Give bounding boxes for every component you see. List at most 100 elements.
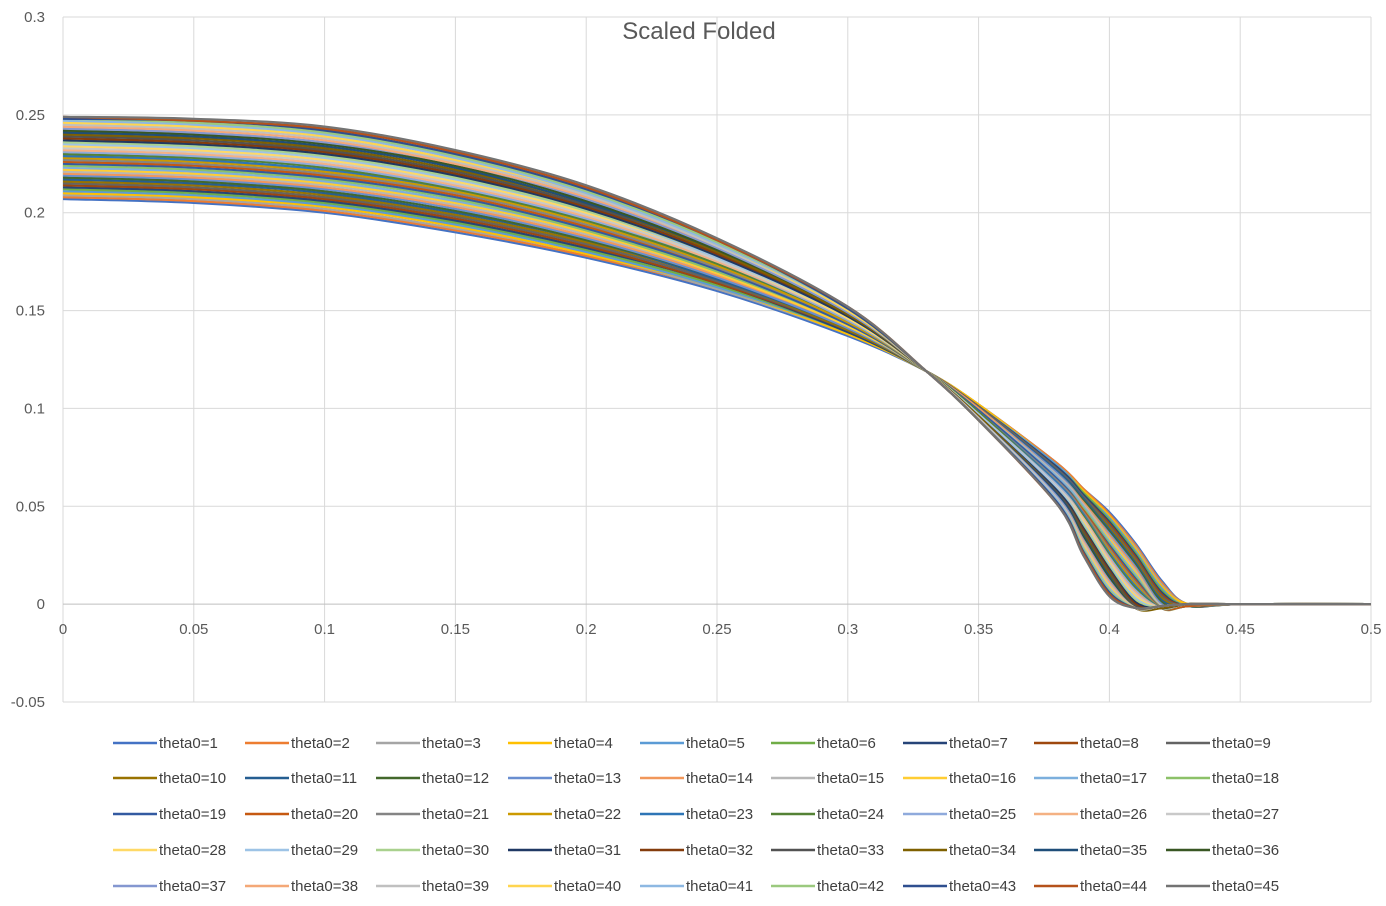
legend-entry: theta0=40 (508, 878, 621, 895)
legend-entry: theta0=31 (508, 842, 621, 859)
legend-entry: theta0=29 (245, 842, 358, 859)
y-tick-label: 0.05 (16, 498, 45, 515)
legend-label: theta0=14 (686, 770, 753, 787)
legend-label: theta0=3 (422, 735, 481, 752)
y-tick-label: 0.15 (16, 303, 45, 320)
legend-label: theta0=42 (817, 878, 884, 895)
legend-entry: theta0=36 (1166, 842, 1279, 859)
x-tick-label: 0.45 (1226, 621, 1255, 638)
legend-label: theta0=4 (554, 735, 613, 752)
legend-label: theta0=22 (554, 806, 621, 823)
legend: theta0=1 theta0=2 theta0=3 theta0=4 theta0=5… (113, 735, 1279, 895)
legend-label: theta0=23 (686, 806, 753, 823)
legend-entry: theta0=26 (1034, 806, 1147, 823)
legend-entry: theta0=44 (1034, 878, 1147, 895)
legend-entry: theta0=27 (1166, 806, 1279, 823)
legend-label: theta0=5 (686, 735, 745, 752)
legend-entry: theta0=21 (376, 806, 489, 823)
y-tick-label: -0.05 (11, 694, 45, 711)
legend-label: theta0=30 (422, 842, 489, 859)
legend-label: theta0=40 (554, 878, 621, 895)
legend-entry: theta0=22 (508, 806, 621, 823)
y-tick-label: 0.25 (16, 107, 45, 124)
legend-label: theta0=15 (817, 770, 884, 787)
legend-label: theta0=1 (159, 735, 218, 752)
x-tick-label: 0.5 (1361, 621, 1382, 638)
legend-label: theta0=6 (817, 735, 876, 752)
legend-label: theta0=43 (949, 878, 1016, 895)
y-tick-label: 0.3 (24, 9, 45, 26)
legend-entry: theta0=5 (640, 735, 745, 752)
x-tick-label: 0.35 (964, 621, 993, 638)
series-line-45 (62, 115, 1371, 610)
legend-label: theta0=41 (686, 878, 753, 895)
legend-entry: theta0=14 (640, 770, 753, 787)
x-tick-label: 0.25 (702, 621, 731, 638)
legend-label: theta0=10 (159, 770, 226, 787)
legend-entry: theta0=11 (245, 770, 357, 787)
legend-label: theta0=31 (554, 842, 621, 859)
legend-entry: theta0=6 (771, 735, 876, 752)
legend-entry: theta0=18 (1166, 770, 1279, 787)
legend-label: theta0=20 (291, 806, 358, 823)
legend-entry: theta0=41 (640, 878, 753, 895)
legend-label: theta0=39 (422, 878, 489, 895)
legend-entry: theta0=3 (376, 735, 481, 752)
legend-label: theta0=38 (291, 878, 358, 895)
chart-title: Scaled Folded (622, 18, 775, 45)
legend-entry: theta0=10 (113, 770, 226, 787)
legend-entry: theta0=25 (903, 806, 1016, 823)
legend-entry: theta0=1 (113, 735, 218, 752)
legend-entry: theta0=43 (903, 878, 1016, 895)
legend-label: theta0=26 (1080, 806, 1147, 823)
legend-label: theta0=33 (817, 842, 884, 859)
legend-entry: theta0=30 (376, 842, 489, 859)
y-axis-ticks: -0.05 0 0.05 0.1 0.15 0.2 0.25 0.3 (11, 9, 45, 711)
legend-entry: theta0=4 (508, 735, 613, 752)
legend-label: theta0=34 (949, 842, 1016, 859)
legend-entry: theta0=32 (640, 842, 753, 859)
legend-entry: theta0=37 (113, 878, 226, 895)
y-tick-label: 0 (37, 596, 45, 613)
legend-entry: theta0=35 (1034, 842, 1147, 859)
legend-label: theta0=18 (1212, 770, 1279, 787)
legend-label: theta0=16 (949, 770, 1016, 787)
legend-label: theta0=19 (159, 806, 226, 823)
legend-entry: theta0=28 (113, 842, 226, 859)
legend-label: theta0=44 (1080, 878, 1147, 895)
legend-label: theta0=28 (159, 842, 226, 859)
legend-label: theta0=45 (1212, 878, 1279, 895)
x-tick-label: 0.2 (576, 621, 597, 638)
legend-label: theta0=17 (1080, 770, 1147, 787)
legend-entry: theta0=39 (376, 878, 489, 895)
legend-label: theta0=32 (686, 842, 753, 859)
legend-entry: theta0=42 (771, 878, 884, 895)
legend-label: theta0=2 (291, 735, 350, 752)
legend-label: theta0=27 (1212, 806, 1279, 823)
x-tick-label: 0.05 (179, 621, 208, 638)
legend-entry: theta0=7 (903, 735, 1008, 752)
y-tick-label: 0.2 (24, 205, 45, 222)
legend-label: theta0=8 (1080, 735, 1139, 752)
x-axis-ticks: 0 0.05 0.1 0.15 0.2 0.25 0.3 0.35 0.4 0.45 0.5 (59, 621, 1382, 638)
legend-entry: theta0=45 (1166, 878, 1279, 895)
legend-entry: theta0=33 (771, 842, 884, 859)
legend-label: theta0=37 (159, 878, 226, 895)
y-tick-label: 0.1 (24, 400, 45, 417)
series-lines (62, 115, 1372, 612)
x-tick-label: 0.3 (837, 621, 858, 638)
legend-entry: theta0=16 (903, 770, 1016, 787)
legend-label: theta0=36 (1212, 842, 1279, 859)
legend-entry: theta0=17 (1034, 770, 1147, 787)
legend-entry: theta0=20 (245, 806, 358, 823)
legend-entry: theta0=19 (113, 806, 226, 823)
legend-entry: theta0=34 (903, 842, 1016, 859)
legend-entry: theta0=2 (245, 735, 350, 752)
legend-entry: theta0=9 (1166, 735, 1271, 752)
legend-label: theta0=7 (949, 735, 1008, 752)
legend-label: theta0=25 (949, 806, 1016, 823)
x-tick-label: 0.4 (1099, 621, 1120, 638)
legend-label: theta0=9 (1212, 735, 1271, 752)
legend-entry: theta0=12 (376, 770, 489, 787)
